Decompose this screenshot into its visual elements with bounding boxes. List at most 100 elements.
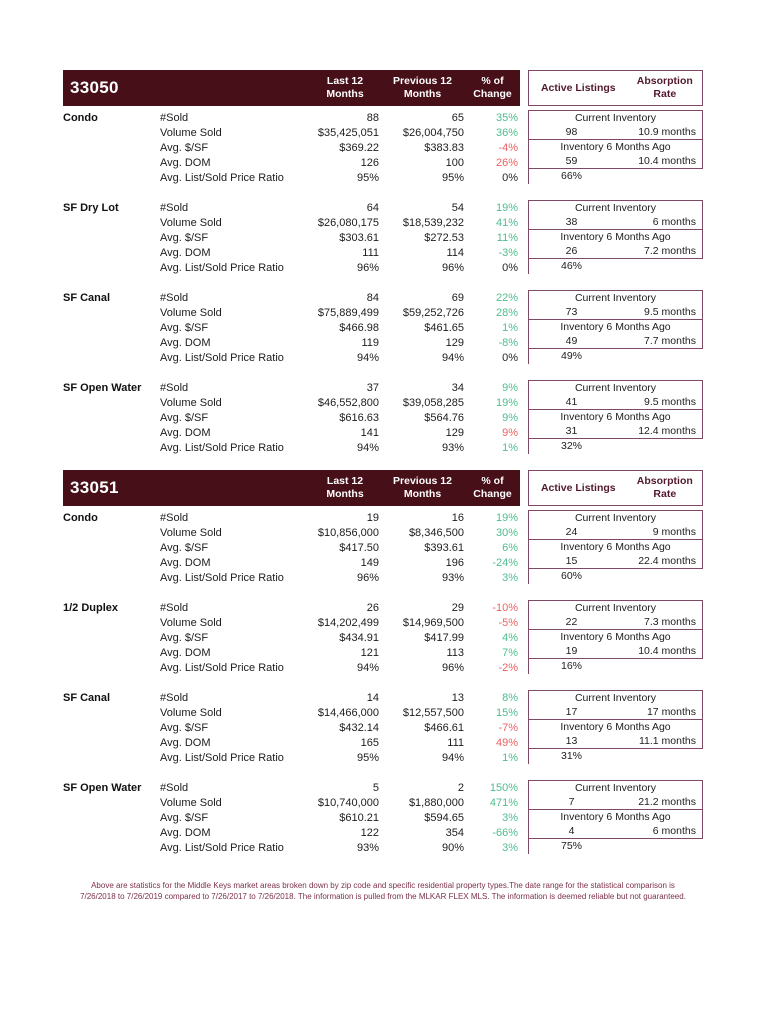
current-inventory-label: Current Inventory (574, 692, 657, 704)
previous-12-months-value: 29 (451, 601, 464, 614)
metric-label: Avg. List/Sold Price Ratio (160, 661, 284, 674)
report-page: 33050 Last 12 Months Previous 12 Months% of C… (63, 70, 703, 901)
current-inventory-values: 24 9 months (529, 525, 702, 539)
current-active-listings-count: 22 (565, 616, 578, 628)
last-12-months-value: $434.91 (339, 631, 379, 644)
previous-12-months-value: $39,058,285 (402, 396, 464, 409)
ago-active-listings-count: 26 (565, 245, 578, 257)
last-12-months-value: 119 (361, 336, 379, 349)
absorption-header-line: Rate (653, 488, 677, 500)
previous-12-months-value: $383.83 (424, 141, 464, 154)
previous-12-months-value: 93% (441, 441, 464, 454)
metric-label: Volume Sold (160, 216, 222, 229)
percent-change-value: 19% (495, 201, 518, 214)
previous-12-months-value: 94% (441, 351, 464, 364)
column-header-line: Previous 12 (393, 75, 452, 87)
percent-change-value: 6% (502, 541, 518, 554)
current-inventory-values: 38 6 months (529, 215, 702, 229)
section-header: 33050 Last 12 Months Previous 12 Months% of C… (63, 70, 703, 106)
ago-active-listings-count: 31 (565, 425, 578, 437)
current-inventory-box: Current Inventory 73 9.5 months (528, 290, 703, 320)
metric-label: Avg. DOM (160, 336, 211, 349)
inventory-percentage-row: 75% (528, 839, 703, 854)
current-inventory-values: 73 9.5 months (529, 305, 702, 319)
previous-12-months-value: 129 (445, 336, 464, 349)
percent-change-value: -8% (498, 336, 518, 349)
current-absorption-rate: 17 months (646, 706, 696, 718)
percent-change-value: 0% (502, 261, 518, 274)
ago-absorption-rate: 11.1 months (638, 735, 696, 747)
inventory-6-months-ago-box: Inventory 6 Months Ago 26 7.2 months (528, 229, 703, 259)
ago-active-listings-count: 15 (565, 555, 578, 567)
previous-12-months-value: $12,557,500 (402, 706, 464, 719)
column-header-line: % of (481, 75, 504, 87)
current-active-listings-count: 38 (565, 216, 578, 228)
column-header-percent-change: % of Change (465, 75, 520, 101)
listings-header-box: Active Listings Absorption Rate (528, 470, 703, 506)
metrics-table: SF Canal #Sold 84 69 22% Volume Sold $75,889,4… (63, 290, 520, 365)
previous-12-months-value: 34 (451, 381, 464, 394)
inventory-panel: Current Inventory 73 9.5 months Inventory 6… (528, 290, 703, 365)
absorption-rate-header: Absorption Rate (628, 471, 702, 505)
metric-label: #Sold (160, 691, 189, 704)
metrics-table: SF Open Water #Sold 37 34 9% Volume Sold $46,5… (63, 380, 520, 455)
active-listings-header: Active Listings (540, 482, 616, 494)
percent-change-value: 26% (495, 156, 518, 169)
inventory-6-months-ago-values: 31 12.4 months (529, 424, 702, 438)
zip-header-bar: 33051 Last 12 Months Previous 12 Months% of C… (63, 470, 520, 506)
metrics-table: 1/2 Duplex #Sold 26 29 -10% Volume Sold $14,20… (63, 600, 520, 675)
ago-absorption-rate: 7.7 months (644, 335, 696, 347)
percent-change-value: 3% (502, 571, 518, 584)
current-active-listings-count: 7 (568, 796, 575, 808)
percent-change-value: 9% (502, 426, 518, 439)
property-type-label: SF Open Water (63, 781, 142, 794)
previous-12-months-value: 94% (441, 751, 464, 764)
inventory-percentage-row: 49% (528, 349, 703, 364)
metrics-table: SF Canal #Sold 14 13 8% Volume Sold $14,466,00… (63, 690, 520, 765)
last-12-months-value: $466.98 (339, 321, 379, 334)
metric-label: Avg. DOM (160, 646, 211, 659)
percent-change-value: -4% (498, 141, 518, 154)
last-12-months-value: 5 (372, 781, 379, 794)
percent-change-value: 28% (495, 306, 518, 319)
ago-absorption-rate: 10.4 months (638, 645, 696, 657)
last-12-months-value: $432.14 (339, 721, 379, 734)
last-12-months-value: $610.21 (339, 811, 379, 824)
metric-label: Avg. List/Sold Price Ratio (160, 441, 284, 454)
absorption-header-line: Rate (653, 88, 677, 100)
column-header-line: Last 12 (326, 475, 364, 487)
inventory-panel: Current Inventory 7 21.2 months Inventory 6… (528, 780, 703, 855)
previous-12-months-value: $393.61 (424, 541, 464, 554)
column-header-line: Last 12 (326, 75, 364, 87)
column-header-last-12-months: Last 12 Months (310, 475, 380, 501)
previous-12-months-value: 113 (446, 646, 464, 659)
percent-change-value: 0% (502, 171, 518, 184)
inventory-percentage-row: 60% (528, 569, 703, 584)
percent-change-value: -7% (498, 721, 518, 734)
property-type-label: SF Open Water (63, 381, 142, 394)
absorption-header-line: Absorption (636, 475, 693, 487)
previous-12-months-value: 196 (445, 556, 464, 569)
current-inventory-box: Current Inventory 38 6 months (528, 200, 703, 230)
ago-active-listings-count: 13 (565, 735, 578, 747)
metric-label: Avg. DOM (160, 556, 211, 569)
previous-12-months-value: 2 (457, 781, 464, 794)
percent-change-value: 3% (502, 811, 518, 824)
column-header-last-12-months: Last 12 Months (310, 75, 380, 101)
percent-change-value: 15% (495, 706, 518, 719)
metric-label: Avg. List/Sold Price Ratio (160, 351, 284, 364)
inventory-6-months-ago-values: 4 6 months (529, 824, 702, 838)
last-12-months-value: 88 (366, 111, 379, 124)
current-inventory-label: Current Inventory (574, 602, 657, 614)
current-inventory-values: 98 10.9 months (529, 125, 702, 139)
current-active-listings-count: 73 (565, 306, 578, 318)
inventory-panel: Current Inventory 17 17 months Inventory 6 … (528, 690, 703, 765)
metric-label: #Sold (160, 601, 189, 614)
current-inventory-box: Current Inventory 98 10.9 months (528, 110, 703, 140)
percent-change-value: 36% (495, 126, 518, 139)
current-absorption-rate: 7.3 months (644, 616, 696, 628)
inventory-6-months-ago-label: Inventory 6 Months Ago (560, 141, 671, 153)
last-12-months-value: 26 (366, 601, 379, 614)
percent-change-value: 30% (495, 526, 518, 539)
previous-12-months-value: 114 (446, 246, 464, 259)
